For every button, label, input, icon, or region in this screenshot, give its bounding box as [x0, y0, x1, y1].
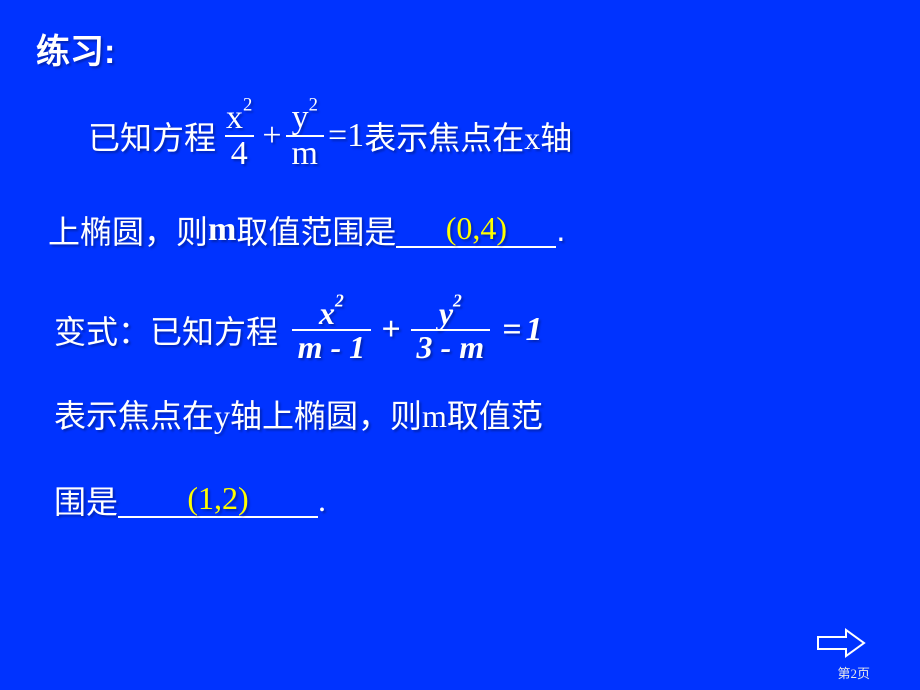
p2-frac1: x2 m - 1: [292, 297, 372, 363]
p1-frac2-num: y2: [286, 101, 324, 135]
heading-exercise: 练习:: [36, 24, 884, 73]
p1-frac2-num-base: y: [292, 99, 309, 136]
p2-frac1-den-c: 1: [349, 329, 365, 365]
p1-post1: 表示焦点在x轴: [364, 113, 572, 159]
p2-pre-b: 已知方程: [150, 307, 278, 353]
p1-l2-a: 上椭圆，则: [48, 207, 208, 253]
problem1-line2: 上椭圆，则m取值范围是 (0,4) .: [48, 207, 884, 253]
p2-frac1-den-b: -: [323, 329, 350, 365]
p2-eq-v: 1: [525, 311, 542, 349]
p2-answer-blank: (1,2): [118, 482, 318, 517]
p1-frac1-num: x2: [220, 101, 258, 135]
p2-frac2-den-a: 3: [417, 329, 433, 365]
p1-l2-m: m: [208, 211, 236, 249]
problem2-line1: 变式： 已知方程 x2 m - 1 + y2 3 - m = 1: [54, 297, 884, 363]
p1-frac1: x2 4: [220, 101, 258, 171]
p1-frac2: y2 m: [286, 101, 324, 171]
p1-answer-blank: (0,4): [396, 212, 556, 247]
p2-answer: (1,2): [187, 480, 248, 516]
problem1-line1: 已知方程 x2 4 + y2 m =1 表示焦点在x轴: [88, 101, 884, 171]
p1-frac1-num-exp: 2: [243, 96, 252, 115]
p2-period: .: [318, 482, 326, 519]
p2-frac1-num-exp: 2: [335, 293, 344, 311]
p1-frac2-num-exp: 2: [309, 96, 318, 115]
p1-l2-b: 取值范围是: [236, 207, 396, 253]
p2-frac2-den: 3 - m: [411, 329, 491, 363]
p2-frac2-num: y2: [433, 297, 468, 329]
p2-frac1-num: x2: [313, 297, 350, 329]
p2-frac2-den-c: m: [459, 329, 484, 365]
p2-line4: 表示焦点在y轴上椭圆，则m取值范: [54, 391, 543, 437]
p2-frac2-num-base: y: [439, 295, 453, 331]
p2-l5-a: 围是: [54, 477, 118, 523]
p2-frac2: y2 3 - m: [411, 297, 491, 363]
p2-eq: =: [502, 311, 521, 349]
p1-pre-text: 已知方程: [88, 113, 216, 159]
p2-frac1-num-base: x: [319, 295, 335, 331]
page-number: 第2页: [837, 663, 870, 682]
p2-pre-a: 变式：: [54, 307, 150, 353]
p1-period: .: [556, 212, 565, 249]
slide-container: 练习: 已知方程 x2 4 + y2 m =1 表示焦点在x轴 上椭圆，则m取值…: [0, 0, 920, 690]
p1-frac2-den: m: [286, 135, 324, 171]
p2-frac1-den-a: m: [298, 329, 323, 365]
problem2-line2: 表示焦点在y轴上椭圆，则m取值范: [54, 391, 884, 437]
p2-frac2-den-b: -: [433, 329, 460, 365]
p2-plus: +: [381, 311, 400, 349]
p1-answer: (0,4): [446, 210, 507, 246]
problem2-line3: 围是 (1,2) .: [54, 477, 884, 523]
next-arrow-icon[interactable]: [816, 628, 866, 658]
p1-frac1-den: 4: [225, 135, 254, 171]
p2-frac1-den: m - 1: [292, 329, 372, 363]
p2-frac2-num-exp: 2: [453, 293, 462, 311]
p1-frac1-num-base: x: [226, 99, 243, 136]
p1-eq1: =1: [328, 117, 364, 155]
p1-plus: +: [262, 117, 281, 155]
